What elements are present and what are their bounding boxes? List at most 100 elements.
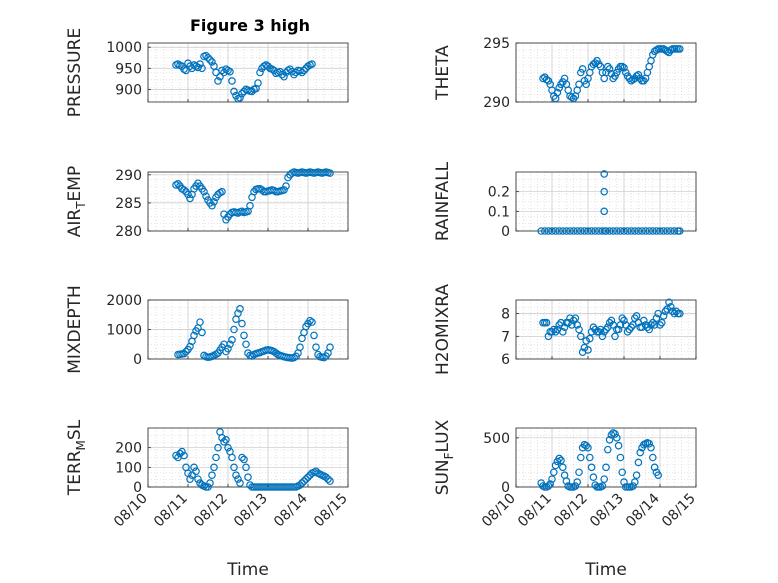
data-point bbox=[589, 323, 598, 332]
data-point bbox=[542, 318, 551, 327]
data-point bbox=[584, 443, 592, 452]
data-point bbox=[571, 314, 580, 322]
x-axis-label: Time bbox=[226, 560, 269, 580]
data-point bbox=[656, 321, 664, 329]
data-point bbox=[567, 321, 576, 329]
x-tick-label: 08/11 bbox=[515, 491, 555, 531]
y-tick-label: 0 bbox=[501, 480, 510, 496]
data-point bbox=[607, 316, 616, 325]
data-point bbox=[600, 475, 609, 483]
data-point bbox=[634, 227, 643, 235]
data-point bbox=[580, 227, 589, 235]
data-point bbox=[222, 435, 230, 444]
data-point bbox=[575, 325, 583, 334]
data-point bbox=[228, 453, 236, 462]
data-point bbox=[661, 307, 670, 316]
data-point bbox=[621, 68, 630, 77]
data-point bbox=[620, 227, 628, 235]
x-tick-label: 08/11 bbox=[151, 491, 191, 531]
data-point bbox=[326, 169, 334, 177]
data-point bbox=[555, 84, 564, 92]
y-tick-label: 280 bbox=[115, 224, 142, 240]
data-point bbox=[322, 473, 330, 481]
data-point bbox=[208, 201, 216, 210]
data-point bbox=[603, 445, 612, 454]
data-point bbox=[208, 58, 216, 66]
data-point bbox=[238, 319, 246, 328]
data-point bbox=[254, 79, 262, 87]
data-point bbox=[585, 334, 594, 343]
data-point bbox=[645, 325, 654, 334]
data-point bbox=[605, 227, 614, 235]
data-point bbox=[645, 439, 654, 448]
data-point bbox=[600, 207, 609, 216]
data-point bbox=[666, 46, 675, 54]
data-point bbox=[562, 227, 571, 235]
data-point bbox=[557, 456, 565, 465]
y-tick-label: 295 bbox=[483, 36, 510, 52]
data-point bbox=[232, 471, 240, 480]
data-point bbox=[242, 340, 250, 349]
data-point bbox=[582, 441, 591, 450]
data-point bbox=[648, 453, 657, 462]
data-point bbox=[641, 321, 650, 329]
axes-box bbox=[515, 299, 697, 360]
data-point bbox=[200, 187, 208, 196]
axes-box bbox=[515, 42, 697, 103]
data-point bbox=[230, 463, 238, 472]
data-point bbox=[218, 187, 226, 196]
data-point bbox=[609, 227, 618, 235]
data-point bbox=[648, 227, 657, 235]
data-point bbox=[298, 68, 306, 77]
data-point bbox=[585, 453, 594, 462]
data-point bbox=[600, 170, 609, 178]
data-point bbox=[256, 68, 264, 77]
data-point bbox=[184, 190, 192, 199]
data-point bbox=[573, 478, 582, 486]
data-point bbox=[204, 53, 212, 62]
data-point bbox=[598, 227, 607, 235]
x-tick-label: 08/15 bbox=[311, 491, 351, 531]
data-point bbox=[214, 77, 222, 85]
data-point bbox=[549, 325, 558, 334]
data-point bbox=[272, 349, 280, 357]
x-tick-label: 08/12 bbox=[551, 491, 591, 531]
data-point bbox=[598, 332, 607, 341]
data-point bbox=[220, 437, 228, 446]
data-point bbox=[641, 227, 650, 235]
data-point bbox=[629, 482, 637, 490]
data-point bbox=[663, 227, 672, 235]
data-point bbox=[618, 314, 627, 322]
x-tick-label: 08/10 bbox=[111, 491, 151, 531]
subplot-6: 6 7 8 H2OMIXRA bbox=[433, 284, 697, 375]
data-point bbox=[236, 93, 244, 102]
data-point bbox=[639, 316, 648, 325]
y-tick-label: 950 bbox=[115, 61, 142, 77]
y-tick-label: 200 bbox=[115, 441, 142, 457]
data-point bbox=[224, 344, 232, 353]
data-point bbox=[625, 325, 634, 334]
y-tick-label: 290 bbox=[483, 95, 510, 111]
y-axis-label: PRESSURE bbox=[65, 28, 85, 117]
data-point bbox=[652, 314, 661, 322]
data-point bbox=[244, 473, 252, 481]
data-point bbox=[544, 482, 553, 490]
data-point bbox=[575, 468, 583, 477]
x-tick-label: 08/12 bbox=[191, 491, 231, 531]
data-point bbox=[234, 475, 242, 483]
subplot-3: 280 285 290 AIRTEMP bbox=[65, 166, 349, 240]
data-point bbox=[627, 227, 636, 235]
data-point bbox=[670, 309, 679, 318]
data-point bbox=[620, 478, 628, 486]
data-point bbox=[620, 316, 628, 325]
data-point bbox=[280, 72, 288, 81]
data-point bbox=[576, 68, 585, 77]
data-point bbox=[226, 67, 234, 76]
data-point bbox=[544, 332, 553, 341]
axes-box bbox=[147, 42, 349, 103]
data-point bbox=[576, 453, 585, 462]
data-point bbox=[650, 463, 659, 472]
data-point bbox=[630, 227, 639, 235]
